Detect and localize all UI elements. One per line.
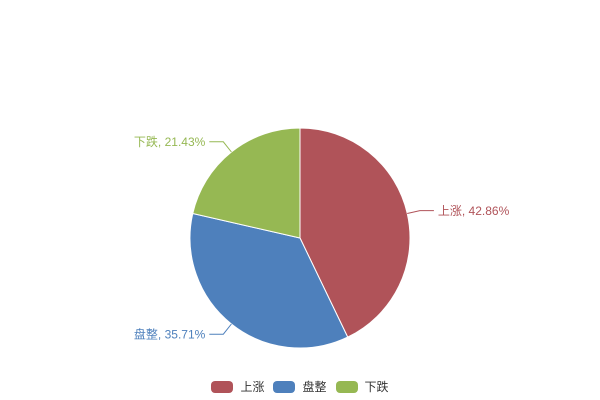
pie-slice-下跌[interactable] [192,127,301,239]
legend-swatch-盘整 [273,381,296,393]
legend-label-上涨: 上涨 [240,380,265,394]
label-lines-group [209,141,434,335]
legend-item-上涨[interactable]: 上涨 [211,378,264,396]
legend: 上涨 盘整 下跌 [0,378,600,396]
legend-swatch-下跌 [335,381,358,393]
label-line-盘整 [209,323,232,335]
pie-slices-group [189,127,411,349]
pie-slice-盘整[interactable] [189,213,349,349]
slice-label-下跌: 下跌, 21.43% [134,134,206,149]
legend-swatch-上涨 [211,381,234,393]
slice-labels-group: 上涨, 42.86% 盘整, 35.71% 下跌, 21.43% [134,134,510,341]
legend-label-下跌: 下跌 [364,380,389,394]
slice-label-上涨: 上涨, 42.86% [438,203,510,218]
slice-label-盘整: 盘整, 35.71% [134,326,206,341]
legend-label-盘整: 盘整 [302,380,327,394]
label-line-上涨 [407,210,434,214]
legend-item-下跌[interactable]: 下跌 [335,378,389,396]
legend-item-盘整[interactable]: 盘整 [273,378,327,396]
label-line-下跌 [209,141,232,153]
